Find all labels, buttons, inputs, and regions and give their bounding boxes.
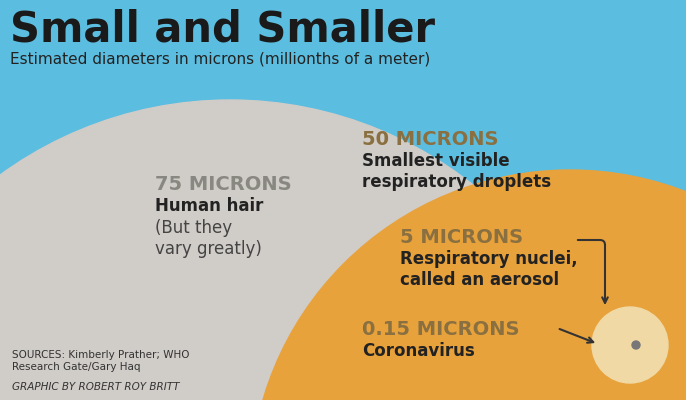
Circle shape (632, 341, 640, 349)
Text: Estimated diameters in microns (millionths of a meter): Estimated diameters in microns (milliont… (10, 52, 430, 67)
Text: (But they
vary greatly): (But they vary greatly) (155, 219, 262, 258)
Circle shape (250, 170, 686, 400)
Text: Respiratory nuclei,
called an aerosol: Respiratory nuclei, called an aerosol (400, 250, 578, 289)
Text: Coronavirus: Coronavirus (362, 342, 475, 360)
Circle shape (0, 100, 620, 400)
Text: 0.15 MICRONS: 0.15 MICRONS (362, 320, 519, 339)
Text: 75 MICRONS: 75 MICRONS (155, 175, 292, 194)
Text: 50 MICRONS: 50 MICRONS (362, 130, 499, 149)
Text: 5 MICRONS: 5 MICRONS (400, 228, 523, 247)
Text: SOURCES: Kimberly Prather; WHO
Research Gate/Gary Haq: SOURCES: Kimberly Prather; WHO Research … (12, 350, 189, 372)
Text: Smallest visible
respiratory droplets: Smallest visible respiratory droplets (362, 152, 551, 191)
Text: Human hair: Human hair (155, 197, 263, 215)
Text: GRAPHIC BY ROBERT ROY BRITT: GRAPHIC BY ROBERT ROY BRITT (12, 382, 180, 392)
Circle shape (592, 307, 668, 383)
Text: Small and Smaller: Small and Smaller (10, 8, 435, 50)
